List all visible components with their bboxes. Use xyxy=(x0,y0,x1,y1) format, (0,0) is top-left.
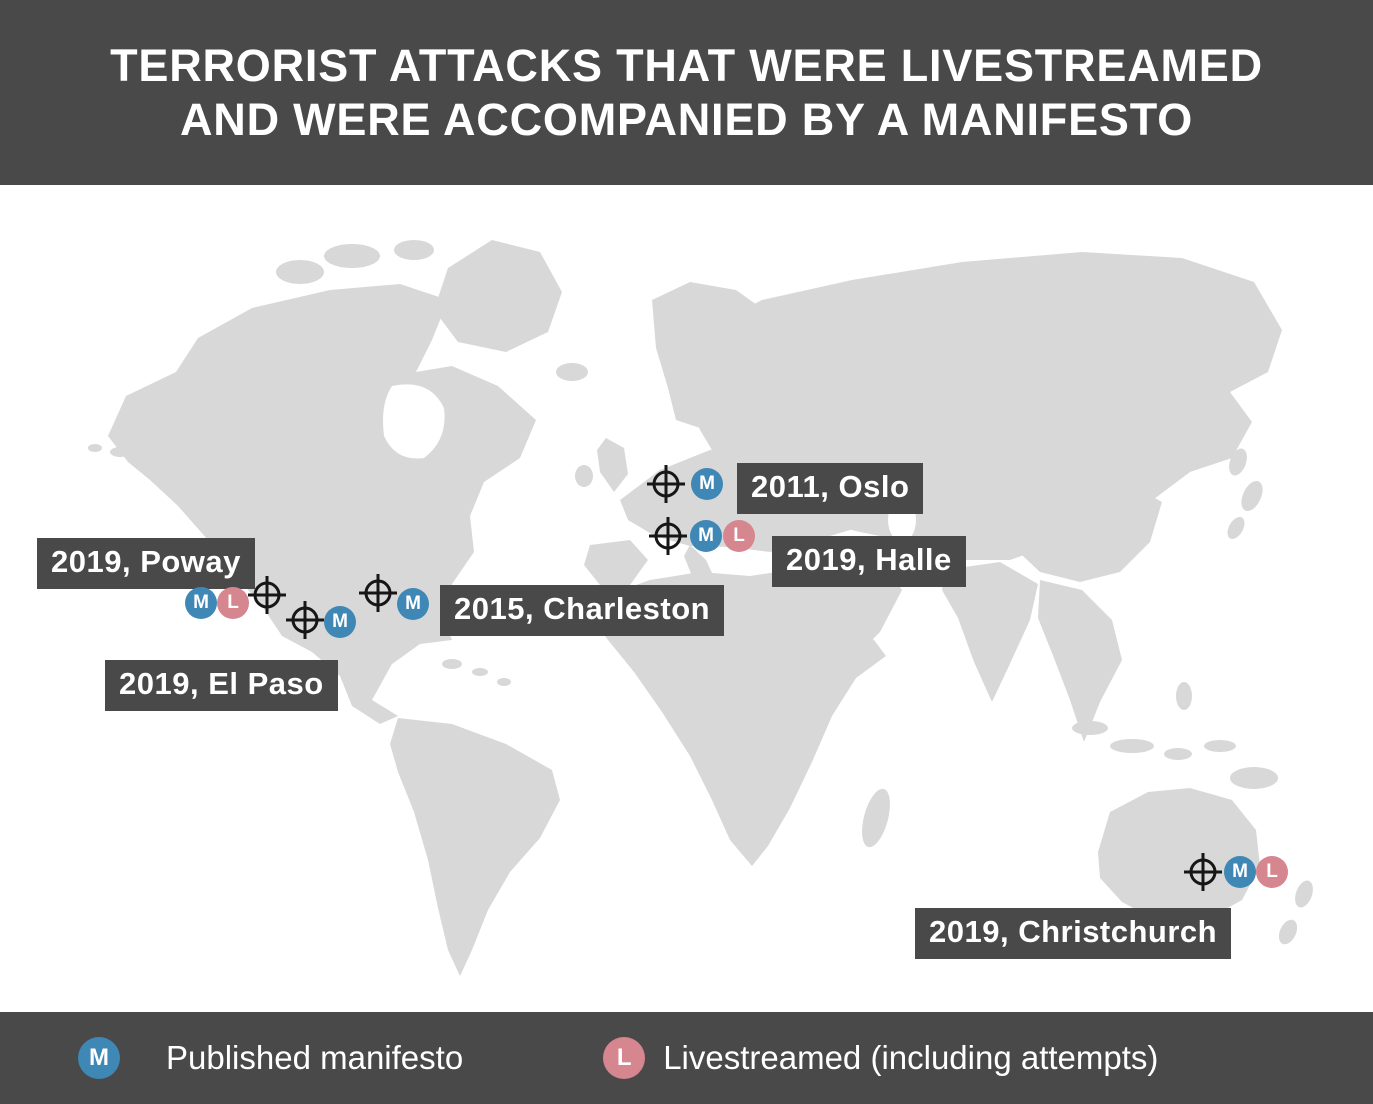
crosshair-icon-el-paso xyxy=(286,601,324,639)
manifesto-badge-poway: M xyxy=(185,587,217,619)
manifesto-badge-oslo: M xyxy=(691,468,723,500)
event-label-el-paso: 2019, El Paso xyxy=(105,660,338,711)
legend-manifesto-badge: M xyxy=(78,1037,120,1079)
event-label-oslo: 2011, Oslo xyxy=(737,463,924,514)
crosshair-icon-oslo xyxy=(647,465,685,503)
livestream-badge-poway: L xyxy=(217,587,249,619)
livestream-badge-christchurch: L xyxy=(1256,856,1288,888)
event-label-christchurch: 2019, Christchurch xyxy=(915,908,1232,959)
event-label-halle: 2019, Halle xyxy=(772,536,966,587)
livestream-badge-halle: L xyxy=(723,520,755,552)
event-label-poway: 2019, Poway xyxy=(37,538,255,589)
legend-livestream-badge: L xyxy=(603,1037,646,1079)
crosshair-icon-poway xyxy=(248,576,286,614)
manifesto-badge-el-paso: M xyxy=(324,606,356,638)
header-bar: TERRORIST ATTACKS THAT WERE LIVESTREAMED… xyxy=(0,0,1373,185)
legend-manifesto-label: Published manifesto xyxy=(166,1039,464,1076)
crosshair-icon-charleston xyxy=(359,574,397,612)
crosshair-icon-christchurch xyxy=(1184,853,1222,891)
manifesto-badge-halle: M xyxy=(690,520,722,552)
legend-bar: M Published manifesto L Livestreamed (in… xyxy=(0,1012,1373,1104)
page-title-line1: TERRORIST ATTACKS THAT WERE LIVESTREAMED xyxy=(110,39,1263,91)
crosshair-icon-halle xyxy=(649,517,687,555)
event-label-charleston: 2015, Charleston xyxy=(440,585,725,636)
manifesto-badge-christchurch: M xyxy=(1224,856,1256,888)
manifesto-badge-charleston: M xyxy=(397,588,429,620)
page-title-line2: AND WERE ACCOMPANIED BY A MANIFESTO xyxy=(179,93,1194,145)
legend-livestream-label: Livestreamed (including attempts) xyxy=(663,1039,1159,1076)
